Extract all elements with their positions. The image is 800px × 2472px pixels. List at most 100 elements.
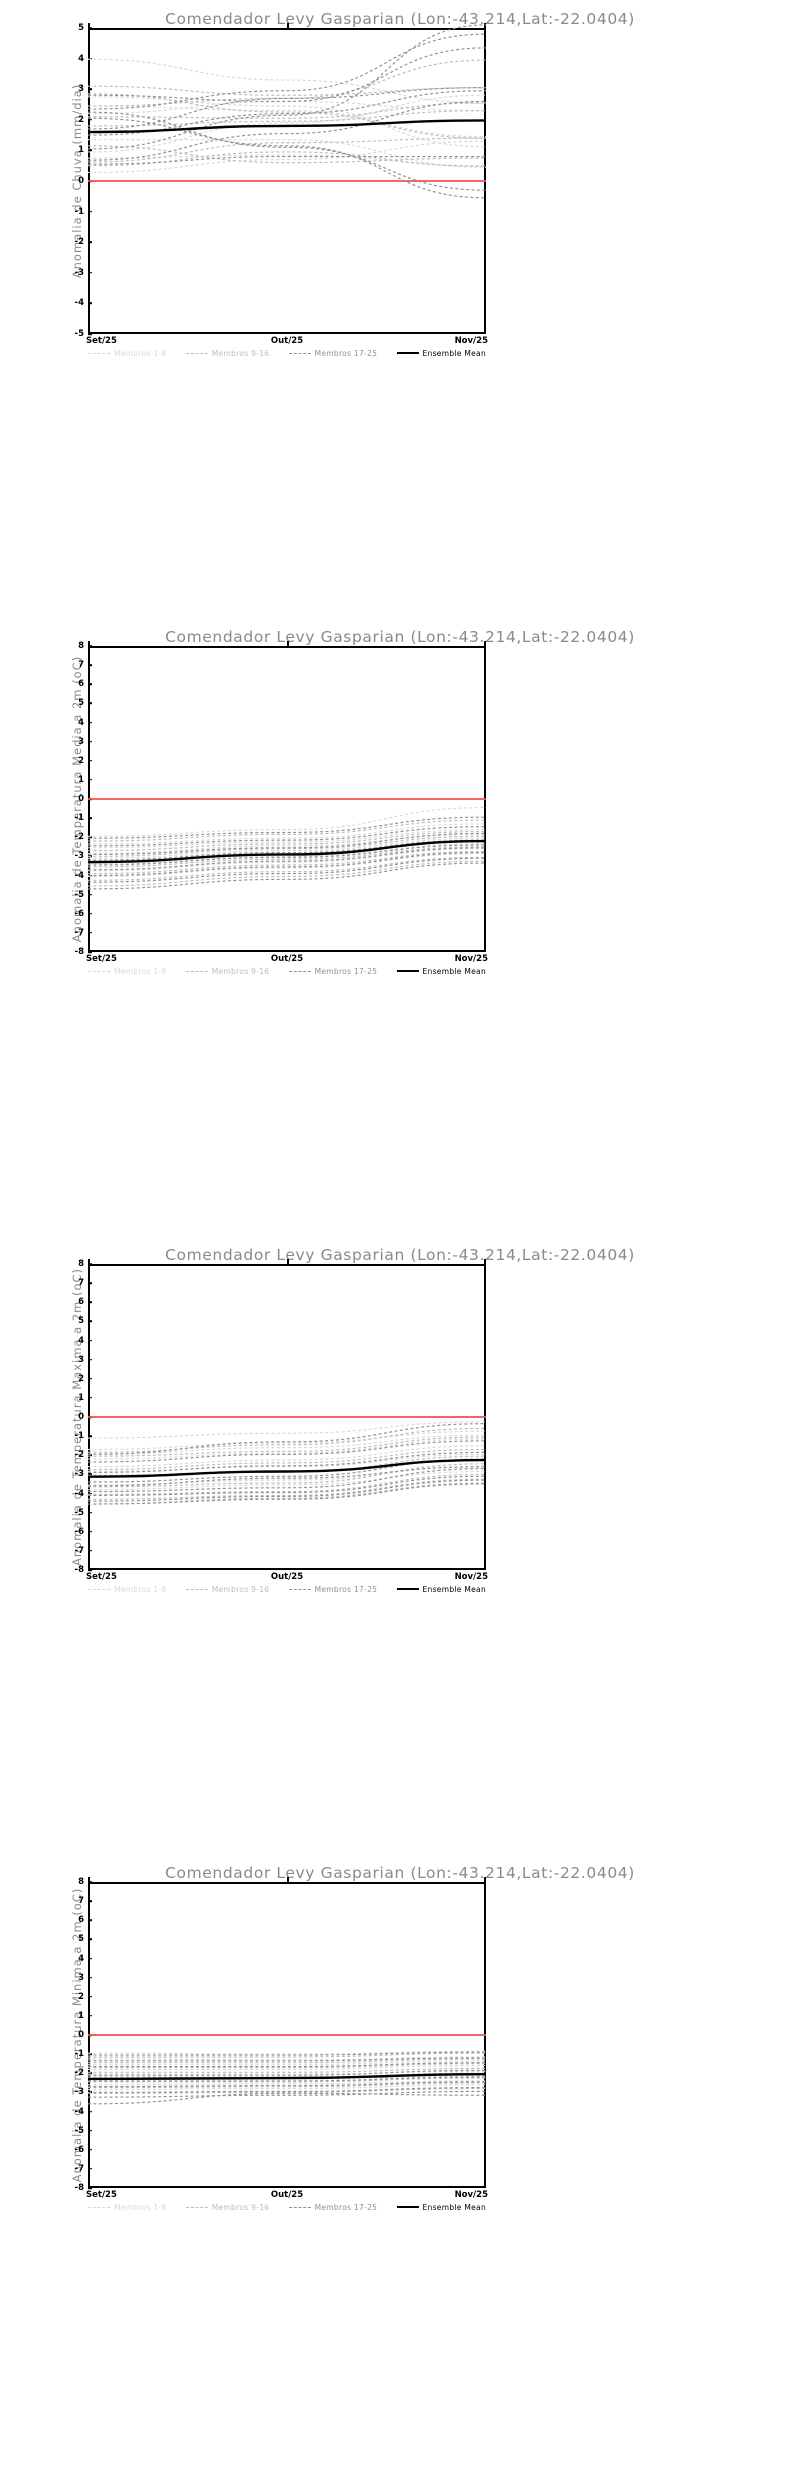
y-tick-label: -2 <box>74 237 84 248</box>
x-tick-label: Set/25 <box>86 1572 117 1582</box>
legend-item[interactable]: Membros 17-25 <box>288 349 378 358</box>
y-tick-label: 1 <box>78 774 84 785</box>
y-tick-label: -4 <box>74 870 84 881</box>
y-tick-mark <box>88 645 92 647</box>
y-tick-label: -5 <box>74 329 84 339</box>
legend-item[interactable]: Membros 1-8 <box>88 967 167 976</box>
y-tick-mark <box>88 149 92 152</box>
legend-item[interactable]: Membros 17-25 <box>288 1585 378 1594</box>
y-tick-mark <box>88 1976 92 1979</box>
legend-item[interactable]: Membros 9-16 <box>185 2203 270 2212</box>
series-lines <box>87 1416 487 1505</box>
legend-item[interactable]: Ensemble Mean <box>396 349 487 358</box>
plot-area: Anomalia de Temperatura Minima a 2m (oC)… <box>70 1877 488 2200</box>
y-tick-mark <box>88 1995 92 1998</box>
y-tick-label: 2 <box>78 1991 84 2002</box>
x-tick-label: Out/25 <box>270 336 304 346</box>
x-tick-mark <box>88 1259 90 1264</box>
y-tick-label: -6 <box>74 2144 84 2155</box>
y-tick-mark <box>88 1301 92 1304</box>
member-line <box>87 145 487 164</box>
y-tick-label: 3 <box>78 1972 84 1983</box>
member-line <box>87 1430 487 1451</box>
chart-title: Comendador Levy Gasparian (Lon:-43.214,L… <box>165 628 635 646</box>
legend-item[interactable]: Ensemble Mean <box>396 967 487 976</box>
y-tick-label: -2 <box>74 2068 84 2079</box>
member-line <box>87 58 487 104</box>
member-line <box>87 830 487 852</box>
chart-panel-3: Comendador Levy Gasparian (Lon:-43.214,L… <box>0 1236 800 1854</box>
y-tick-label: -3 <box>74 1469 84 1480</box>
member-line <box>87 105 487 138</box>
legend-label: Membros 17-25 <box>314 966 378 976</box>
y-tick-label: 3 <box>78 84 84 95</box>
legend-swatch-icon <box>396 970 419 972</box>
x-tick-mark <box>287 641 289 646</box>
legend-swatch-icon <box>288 2206 311 2208</box>
y-tick-mark <box>88 1282 92 1284</box>
legend-swatch-icon <box>396 1588 419 1590</box>
member-line <box>88 139 487 168</box>
y-tick-label: -3 <box>74 2087 84 2098</box>
y-tick-label: 5 <box>78 1934 84 1945</box>
chart-title: Comendador Levy Gasparian (Lon:-43.214,L… <box>165 1864 635 1882</box>
y-tick-label: -8 <box>74 1565 84 1575</box>
member-line <box>87 137 487 163</box>
y-tick-mark <box>88 893 92 896</box>
legend-item[interactable]: Ensemble Mean <box>396 2203 487 2212</box>
y-tick-mark <box>88 2053 92 2055</box>
legend-label: Membros 1-8 <box>114 966 167 976</box>
legend-swatch-icon <box>88 1588 110 1590</box>
legend-item[interactable]: Membros 9-16 <box>185 966 270 976</box>
legend-swatch-icon <box>185 970 208 972</box>
member-line <box>87 90 487 136</box>
y-tick-mark <box>88 2110 92 2113</box>
y-tick-label: -6 <box>74 1526 84 1537</box>
y-tick-mark <box>88 1550 92 1552</box>
x-tick-label: Set/25 <box>86 2190 117 2200</box>
y-tick-mark <box>88 2072 92 2075</box>
y-tick-mark <box>88 1320 92 1323</box>
x-tick-mark <box>287 1259 289 1264</box>
x-tick-label: Out/25 <box>270 2190 304 2200</box>
legend-item[interactable]: Membros 1-8 <box>88 349 167 358</box>
y-tick-mark <box>88 1454 92 1457</box>
y-tick-mark <box>88 1473 92 1476</box>
y-tick-mark <box>88 210 92 213</box>
y-tick-mark <box>88 683 92 686</box>
y-tick-mark <box>88 1900 92 1902</box>
chart-legend: Membros 1-8 Membros 9-16 Membros 17-25 Ense… <box>88 1582 486 1596</box>
legend-item[interactable]: Membros 1-8 <box>88 2203 167 2212</box>
y-tick-label: -3 <box>74 851 84 862</box>
y-tick-mark <box>88 1957 92 1960</box>
legend-label: Membros 9-16 <box>211 348 270 358</box>
y-tick-label: -6 <box>74 908 84 919</box>
chart-legend: Membros 1-8 Membros 9-16 Membros 17-25 Ense… <box>88 2200 486 2214</box>
legend-item[interactable]: Membros 17-25 <box>288 2203 378 2212</box>
y-tick-label: 1 <box>78 145 84 156</box>
y-tick-label: 4 <box>78 1335 84 1346</box>
x-tick-label: Nov/25 <box>454 1572 488 1582</box>
y-tick-mark <box>88 272 92 274</box>
x-tick-label: Out/25 <box>270 954 304 964</box>
ensemble-mean-line <box>87 1458 487 1478</box>
legend-item[interactable]: Membros 9-16 <box>185 1585 270 1594</box>
y-tick-label: 7 <box>78 1896 84 1907</box>
y-tick-label: -4 <box>74 298 84 309</box>
legend-item[interactable]: Membros 1-8 <box>88 1585 167 1594</box>
y-tick-mark <box>88 2015 92 2017</box>
member-line <box>87 93 487 139</box>
x-tick-mark <box>88 23 90 28</box>
x-tick-label: Nov/25 <box>454 2190 488 2200</box>
legend-item[interactable]: Membros 17-25 <box>288 966 378 976</box>
legend-item[interactable]: Ensemble Mean <box>396 1585 487 1594</box>
x-tick-mark <box>484 1259 486 1264</box>
ensemble-mean-line <box>87 119 487 134</box>
y-tick-mark <box>88 1938 92 1941</box>
y-tick-label: 2 <box>78 114 84 125</box>
member-line <box>87 100 487 161</box>
x-tick-label: Set/25 <box>86 336 117 346</box>
legend-label: Membros 9-16 <box>211 966 270 976</box>
y-tick-mark <box>88 1881 92 1883</box>
legend-item[interactable]: Membros 9-16 <box>185 348 270 358</box>
